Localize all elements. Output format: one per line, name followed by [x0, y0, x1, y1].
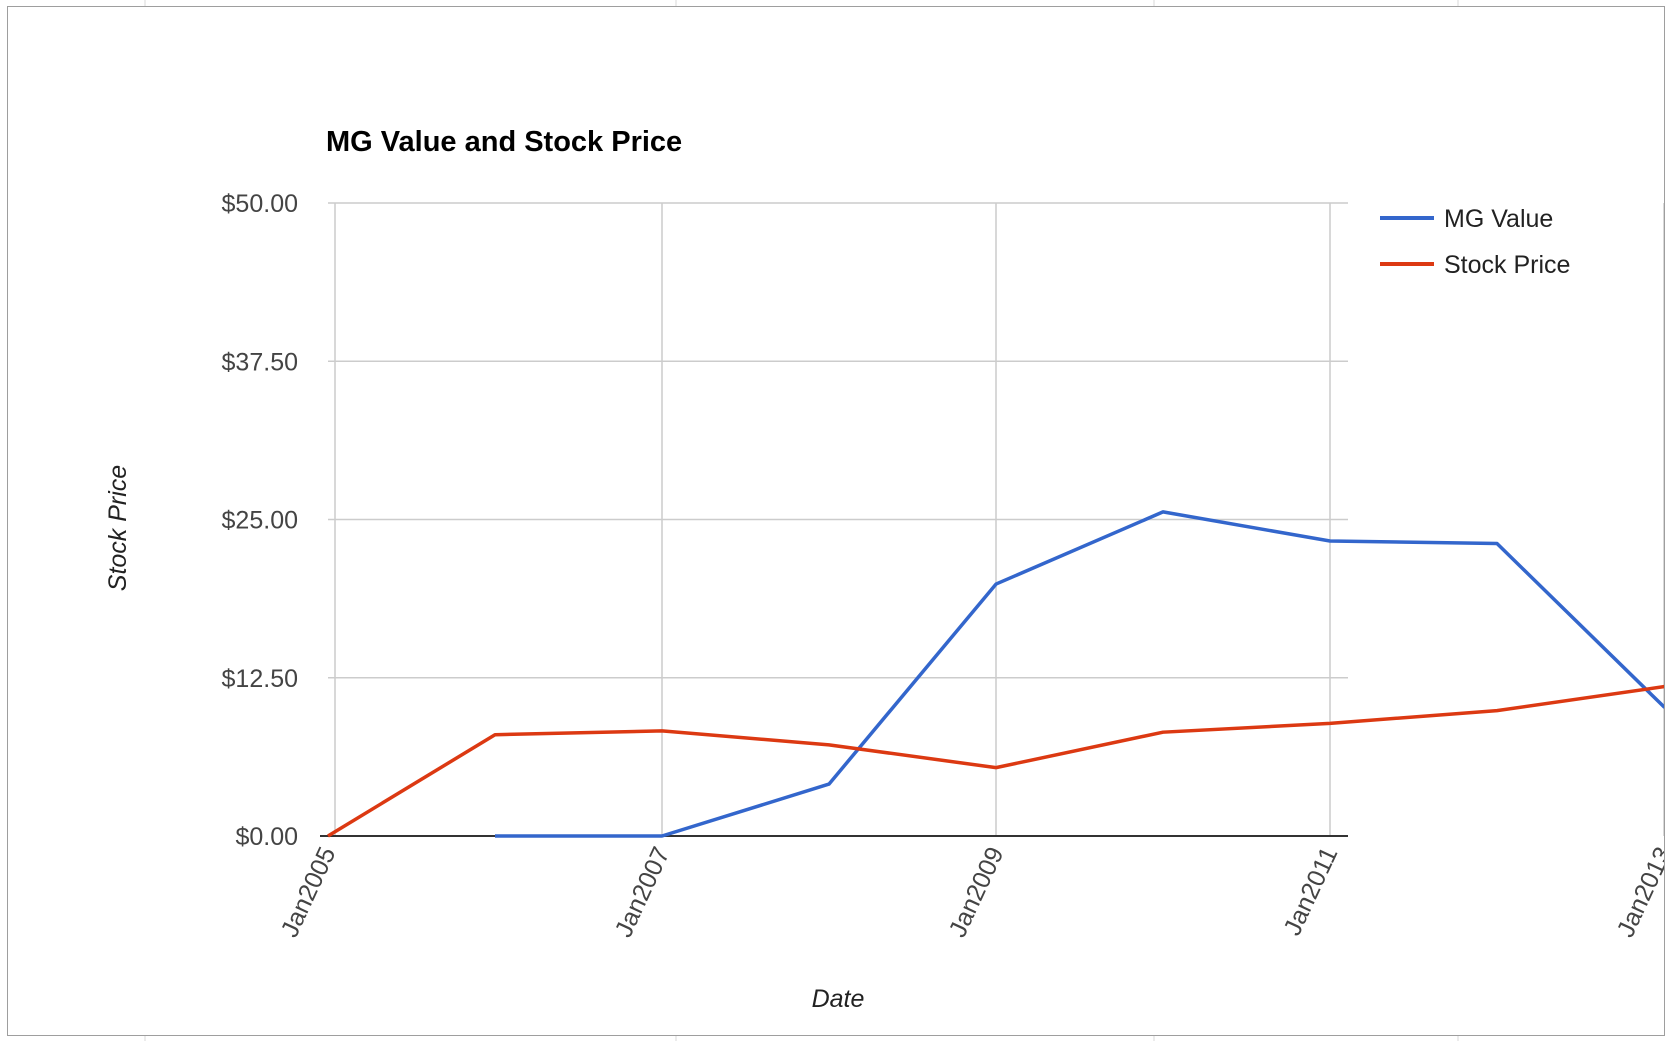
legend-item[interactable]: Stock Price	[1380, 251, 1570, 279]
legend-item[interactable]: MG Value	[1380, 205, 1553, 233]
y-tick-label: $50.00	[222, 190, 298, 218]
chart-container[interactable]: $0.00 $12.50 $25.00 $37.50 $50.00 Jan2005 Jan…	[7, 6, 1672, 1036]
x-tick-label: Jan2013	[1612, 843, 1664, 942]
x-axis-tick-labels: Jan2005Jan2007Jan2009Jan2011Jan2013Jan20…	[276, 843, 1672, 942]
series-line-stock-price[interactable]	[327, 317, 1672, 838]
series-lines	[327, 317, 1672, 838]
x-tick-label: Jan2005	[276, 843, 342, 942]
chart-title: MG Value and Stock Price	[326, 126, 682, 158]
y-tick-label: $12.50	[222, 665, 298, 693]
x-tick-label: Jan2011	[1278, 843, 1343, 940]
series-line-mg-value[interactable]	[495, 473, 1672, 838]
x-axis-label: Date	[812, 985, 865, 1013]
legend-label: MG Value	[1444, 205, 1553, 233]
y-axis-tick-labels: $0.00 $12.50 $25.00 $37.50 $50.00	[222, 190, 298, 851]
legend[interactable]: MG Value Stock Price	[1380, 205, 1570, 279]
line-chart: $0.00 $12.50 $25.00 $37.50 $50.00 Jan2005 Jan…	[104, 126, 1672, 1013]
y-tick-label: $0.00	[235, 823, 298, 851]
x-tick-label: Jan2009	[944, 843, 1010, 942]
gridlines	[328, 202, 1665, 836]
x-tick-label: Jan2007	[610, 843, 676, 942]
y-tick-label: $37.50	[222, 348, 298, 376]
y-tick-label: $25.00	[222, 507, 298, 535]
y-axis-label: Stock Price	[104, 465, 132, 591]
legend-label: Stock Price	[1444, 251, 1570, 279]
